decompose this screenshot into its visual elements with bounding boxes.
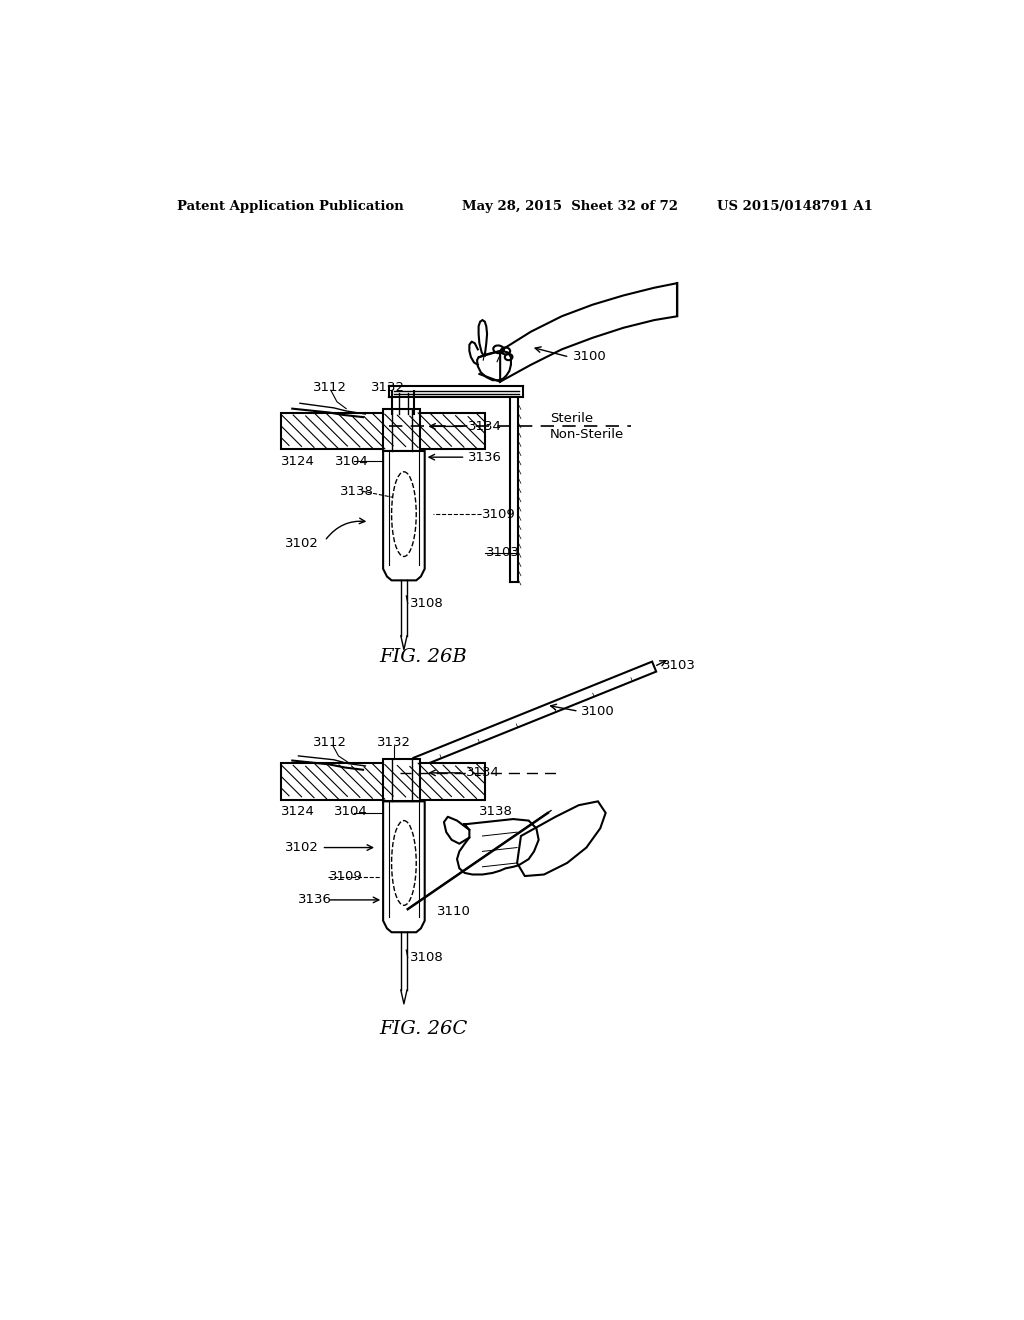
Text: 3102: 3102	[285, 537, 318, 550]
Text: Patent Application Publication: Patent Application Publication	[177, 199, 403, 213]
Text: 3104: 3104	[335, 454, 369, 467]
Text: 3138: 3138	[340, 484, 374, 498]
Text: 3108: 3108	[410, 952, 443, 964]
Text: 3134: 3134	[468, 420, 502, 433]
Text: 3132: 3132	[371, 381, 404, 395]
Text: 3109: 3109	[482, 508, 516, 520]
Polygon shape	[414, 661, 656, 768]
Text: 3103: 3103	[662, 659, 695, 672]
Bar	[383, 409, 420, 451]
Text: 3109: 3109	[330, 870, 362, 883]
Text: 3124: 3124	[282, 454, 315, 467]
Text: 3102: 3102	[285, 841, 318, 854]
Text: 3110: 3110	[437, 906, 471, 917]
Text: FIG. 26B: FIG. 26B	[379, 648, 467, 667]
Text: 3136: 3136	[298, 894, 333, 907]
Text: 3138: 3138	[478, 805, 512, 818]
Text: 3136: 3136	[468, 450, 502, 463]
Text: Sterile: Sterile	[550, 412, 593, 425]
Text: 3124: 3124	[282, 805, 315, 818]
Text: 3104: 3104	[334, 805, 368, 818]
Text: 3134: 3134	[466, 767, 500, 779]
Polygon shape	[383, 801, 425, 932]
Text: 3108: 3108	[410, 597, 443, 610]
Text: 3112: 3112	[313, 735, 347, 748]
Bar	[281, 412, 484, 449]
Text: US 2015/0148791 A1: US 2015/0148791 A1	[717, 199, 872, 213]
Polygon shape	[383, 451, 425, 581]
Text: FIG. 26C: FIG. 26C	[379, 1019, 467, 1038]
Text: Non-Sterile: Non-Sterile	[550, 428, 625, 441]
Text: May 28, 2015  Sheet 32 of 72: May 28, 2015 Sheet 32 of 72	[462, 199, 678, 213]
Text: 3100: 3100	[572, 350, 606, 363]
Bar	[383, 759, 420, 801]
Bar	[281, 763, 484, 800]
Text: 3103: 3103	[486, 546, 520, 560]
Text: 3100: 3100	[581, 705, 614, 718]
Text: 3132: 3132	[377, 735, 411, 748]
Text: 3112: 3112	[313, 381, 347, 395]
